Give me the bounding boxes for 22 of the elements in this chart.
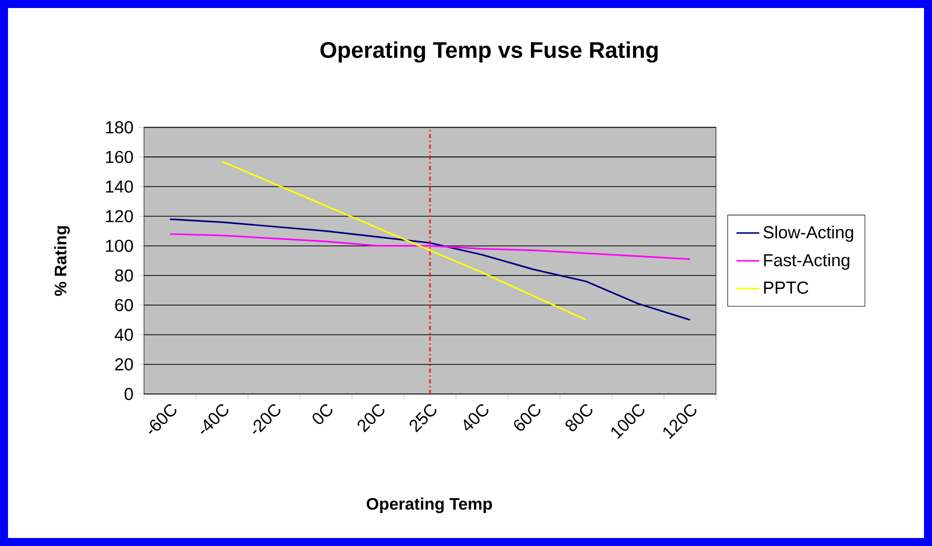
y-tick-label: 180 [106, 121, 133, 134]
x-tick-label: 40C [464, 404, 488, 431]
legend-label: PPTC [764, 281, 808, 294]
y-tick-label: 20 [115, 358, 133, 370]
x-tick-label: 80C [566, 404, 592, 432]
x-axis-title: Operating Temp [366, 498, 492, 514]
y-tick-label: 80 [115, 269, 133, 282]
y-tick-label: 160 [106, 150, 133, 164]
y-tick-label: 140 [106, 180, 133, 193]
x-tick-label: 25C [410, 404, 436, 432]
chart-title: Operating Temp vs Fuse Rating [320, 41, 658, 63]
legend-label: Fast-Acting [764, 254, 850, 270]
x-tick-label: 0C [312, 404, 332, 424]
y-tick-label: 100 [106, 240, 133, 252]
y-tick-label: 60 [115, 298, 133, 312]
y-tick-label: 0 [124, 388, 133, 400]
y-tick-label: 40 [114, 328, 133, 341]
legend-label: Slow-Acting [764, 226, 854, 242]
y-tick-label: 120 [106, 210, 133, 222]
x-tick-label: 20C [358, 404, 384, 432]
y-axis-title: % Rating [54, 226, 70, 296]
x-tick-label: 60C [514, 404, 540, 431]
